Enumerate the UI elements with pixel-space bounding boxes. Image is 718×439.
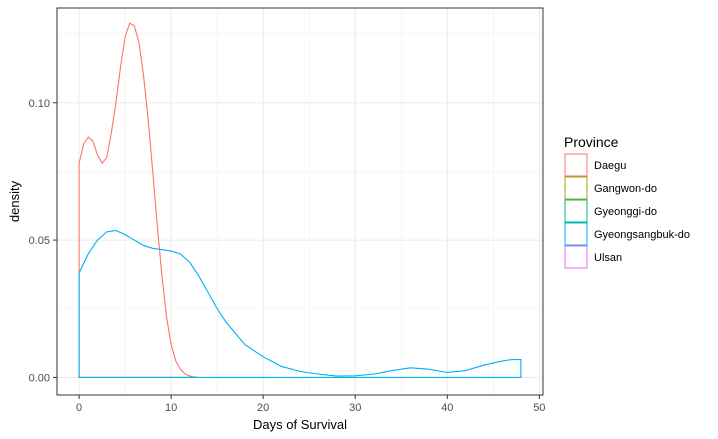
legend-key-gyeongsangbuk-do: Gyeongsangbuk-do	[564, 222, 690, 246]
panel-background	[57, 8, 543, 395]
legend-key-gangwon-do: Gangwon-do	[564, 176, 657, 200]
legend: Province Daegu Gangwon-do Gyeonggi-do Gyeon…	[564, 134, 690, 269]
plot-panel	[56, 7, 544, 396]
minor-grid	[57, 8, 543, 395]
legend-swatch	[564, 245, 588, 269]
y-tick-label: 0.10	[29, 98, 50, 110]
legend-label: Gyeonggi-do	[594, 206, 657, 218]
legend-key-daegu: Daegu	[564, 153, 626, 177]
legend-label: Gangwon-do	[594, 183, 657, 195]
legend-title: Province	[564, 134, 619, 150]
series-gyeongsangbuk-do-line	[78, 229, 522, 378]
legend-label: Daegu	[594, 160, 626, 172]
legend-swatch	[564, 222, 588, 246]
x-axis: 0 10 20 30 40 50	[76, 395, 545, 414]
legend-key-gyeonggi-do: Gyeonggi-do	[564, 199, 657, 223]
x-tick-label: 50	[533, 402, 545, 414]
y-axis-title: density	[7, 180, 22, 222]
series-layer	[78, 22, 522, 378]
legend-swatch	[564, 199, 588, 223]
x-tick-label: 30	[349, 402, 361, 414]
legend-label: Ulsan	[594, 252, 622, 264]
y-tick-label: 0.00	[29, 372, 50, 384]
x-tick-label: 20	[257, 402, 269, 414]
legend-key-ulsan: Ulsan	[564, 245, 622, 269]
panel-border	[56, 7, 544, 396]
y-tick-label: 0.05	[29, 235, 50, 247]
x-tick-label: 10	[165, 402, 177, 414]
series-daegu-line	[78, 22, 199, 378]
legend-swatch	[564, 176, 588, 200]
legend-swatch	[564, 153, 588, 177]
legend-label: Gyeongsangbuk-do	[594, 229, 690, 241]
y-axis: 0.00 0.05 0.10	[29, 98, 57, 384]
x-tick-label: 40	[441, 402, 453, 414]
x-axis-title: Days of Survival	[253, 417, 347, 432]
x-tick-label: 0	[76, 402, 82, 414]
